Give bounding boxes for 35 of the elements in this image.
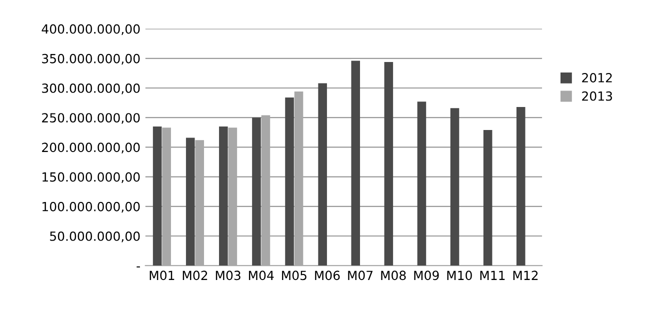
x-tick-label: M01 [150, 270, 174, 280]
x-tick-label: M08 [381, 270, 406, 280]
x-tick-label: M03 [216, 270, 240, 280]
y-tick-label: 50.000.000,00 [50, 231, 140, 242]
x-tick-label: M04 [248, 270, 274, 280]
x-tick-label: M06 [315, 270, 340, 280]
bar [318, 83, 327, 266]
y-tick-label: 250.000.000,00 [42, 113, 140, 124]
bar [252, 118, 261, 266]
y-tick-label: - [136, 266, 140, 268]
y-tick-label: 300.000.000,00 [42, 83, 140, 94]
bar [186, 138, 195, 266]
bar [384, 62, 394, 266]
legend-label: 2013 [582, 91, 612, 101]
x-tick-label: M12 [513, 270, 538, 280]
bar [219, 126, 228, 266]
y-tick-label: 350.000.000,00 [42, 54, 140, 65]
x-tick-label: M05 [282, 270, 306, 280]
bar [152, 126, 162, 266]
y-tick-label: 100.000.000,00 [42, 202, 140, 213]
bar [285, 97, 294, 266]
bar [516, 106, 526, 266]
bar [483, 130, 492, 266]
x-tick-label: M02 [182, 270, 208, 280]
y-tick-label: 150.000.000,00 [42, 172, 140, 183]
x-tick-label: M09 [414, 270, 439, 280]
x-tick-label: M07 [348, 270, 373, 280]
y-tick-label: 200.000.000,00 [42, 142, 140, 154]
bar [351, 60, 360, 266]
x-tick-label: M11 [480, 270, 505, 280]
legend-label: 2012 [582, 73, 612, 82]
bar [417, 102, 426, 266]
bar [450, 108, 460, 266]
y-tick-label: 400.000.000,00 [42, 24, 140, 35]
x-tick-label: M10 [447, 270, 472, 280]
